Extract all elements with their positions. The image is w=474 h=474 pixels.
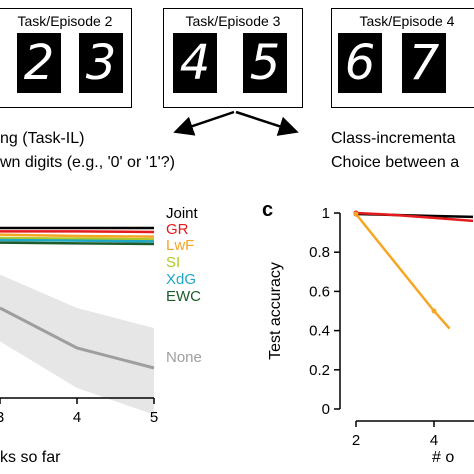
digit-image: 3 bbox=[79, 33, 123, 93]
legend-gr: GR bbox=[166, 221, 189, 238]
series-line-lwf bbox=[0, 233, 155, 238]
panel-c-label: c bbox=[262, 199, 273, 221]
digit-image: 5 bbox=[243, 33, 287, 93]
episode-title: Task/Episode 3 bbox=[185, 13, 281, 29]
series-line-ewc bbox=[0, 241, 155, 246]
x-tick-label-b: 5 bbox=[150, 409, 158, 426]
class-il-label: Class-incrementa bbox=[331, 130, 456, 147]
legend-si: SI bbox=[166, 254, 181, 271]
y-axis-label-c: Test accuracy bbox=[267, 262, 284, 360]
x-axis-label-c: # o bbox=[432, 449, 454, 466]
digit-image: 2 bbox=[17, 33, 61, 93]
y-tick-label-c: 0.8 bbox=[309, 244, 330, 261]
x-tick-label-b: 4 bbox=[73, 409, 81, 426]
y-tick-label-c: 0.4 bbox=[309, 323, 330, 340]
episode-title: Task/Episode 4 bbox=[359, 13, 455, 29]
x-tick-label-c: 4 bbox=[430, 432, 438, 449]
legend-xdg: XdG bbox=[166, 271, 197, 288]
legend-none: None bbox=[166, 349, 202, 366]
digit-image: 6 bbox=[338, 33, 382, 93]
episode-box-2: Task/Episode 2 2 3 bbox=[0, 8, 132, 108]
episode-title: Task/Episode 2 bbox=[17, 13, 113, 29]
x-tick-label-b: 3 bbox=[0, 409, 4, 426]
x-axis-label-b: ks so far bbox=[0, 449, 61, 466]
legend-ewc: EWC bbox=[166, 288, 201, 305]
y-tick-label-c: 0.2 bbox=[309, 362, 330, 379]
episode-box-3: Task/Episode 3 4 5 bbox=[163, 8, 303, 108]
task-il-desc: wn digits (e.g., '0' or '1'?) bbox=[0, 154, 175, 171]
legend-lwf: LwF bbox=[166, 237, 195, 254]
digit-image: 7 bbox=[402, 33, 446, 93]
marker-c-lwf bbox=[353, 211, 359, 217]
series-line-si bbox=[0, 236, 155, 241]
legend-joint: Joint bbox=[166, 205, 198, 222]
series-line-c-gr bbox=[355, 211, 474, 223]
task-il-label: ng (Task-IL) bbox=[0, 130, 85, 147]
episode-box-4: Task/Episode 4 6 7 bbox=[331, 8, 474, 108]
class-il-desc: Choice between a bbox=[331, 154, 460, 171]
series-line-gr bbox=[0, 230, 155, 234]
none-error-band bbox=[0, 274, 154, 415]
series-line-none bbox=[0, 306, 155, 370]
y-tick-label-c: 1 bbox=[322, 205, 330, 222]
digit-image: 4 bbox=[173, 33, 217, 93]
y-tick-label-c: 0.6 bbox=[309, 283, 330, 300]
series-line-xdg bbox=[0, 238, 155, 243]
y-tick-label-c: 0 bbox=[322, 401, 330, 418]
x-tick-label-c: 2 bbox=[352, 432, 360, 449]
marker-c-lwf bbox=[431, 308, 437, 314]
